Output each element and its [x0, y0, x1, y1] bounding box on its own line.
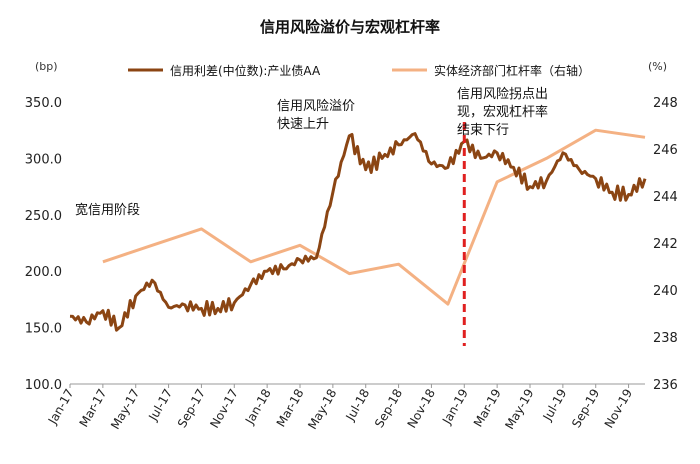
annotation-turning-point: 信用风险拐点出现，宏观杠杆率结束下行 — [457, 87, 548, 138]
right-axis-ticks: 236 238 240 242 244 246 248 — [653, 96, 678, 393]
right-tick-label: 240 — [653, 284, 678, 299]
x-tick-label: May-17 — [108, 387, 142, 432]
right-axis-unit: (%) — [648, 60, 667, 73]
right-tick-label: 238 — [653, 331, 678, 346]
left-tick-label: 100.0 — [25, 378, 62, 393]
legend: 信用利差(中位数):产业债AA 实体经济部门杠杆率（右轴） — [128, 63, 590, 78]
x-tick-label: Jan-18 — [242, 387, 274, 428]
legend-label-credit-spread: 信用利差(中位数):产业债AA — [170, 63, 321, 78]
x-tick-label: Jul-17 — [146, 387, 176, 424]
left-tick-label: 300.0 — [25, 152, 62, 167]
x-tick-label: Jan-19 — [439, 387, 471, 428]
legend-label-leverage: 实体经济部门杠杆率（右轴） — [434, 63, 590, 78]
x-tick-label: Nov-18 — [405, 387, 438, 431]
x-tick-label: May-19 — [502, 387, 536, 432]
x-tick-label: Mar-17 — [77, 387, 110, 430]
right-tick-label: 244 — [653, 190, 678, 205]
left-tick-label: 150.0 — [25, 322, 62, 337]
x-tick-label: Sep-17 — [175, 387, 208, 431]
annotation-spread-rising: 信用风险溢价快速上升 — [277, 99, 355, 132]
series-line-credit-spread — [69, 132, 647, 332]
x-tick-label: May-18 — [305, 387, 339, 432]
right-tick-label: 248 — [653, 96, 678, 111]
x-tick-label: Mar-19 — [471, 386, 504, 429]
x-tick-label: Sep-18 — [372, 387, 405, 431]
chart-title: 信用风险溢价与宏观杠杆率 — [260, 18, 440, 36]
left-tick-label: 200.0 — [25, 265, 62, 280]
x-tick-label: Jul-18 — [343, 387, 373, 424]
right-tick-label: 246 — [653, 143, 678, 158]
right-tick-label: 242 — [653, 237, 678, 252]
x-tick-label: Mar-18 — [274, 387, 307, 430]
x-tick-label: Sep-19 — [569, 387, 602, 431]
x-tick-label: Nov-19 — [602, 387, 635, 431]
annotation-easing-phase: 宽信用阶段 — [75, 202, 140, 218]
left-axis-unit: (bp) — [35, 60, 58, 73]
left-tick-label: 250.0 — [25, 209, 62, 224]
x-tick-label: Jul-19 — [540, 387, 570, 424]
left-tick-label: 350.0 — [25, 96, 62, 111]
series-line-leverage — [102, 128, 646, 306]
right-tick-label: 236 — [653, 378, 678, 393]
annotations: 宽信用阶段 信用风险溢价快速上升 信用风险拐点出现，宏观杠杆率结束下行 — [75, 87, 548, 218]
left-axis-ticks: 100.0 150.0 200.0 250.0 300.0 350.0 — [25, 96, 62, 393]
x-tick-label: Nov-17 — [207, 387, 240, 431]
